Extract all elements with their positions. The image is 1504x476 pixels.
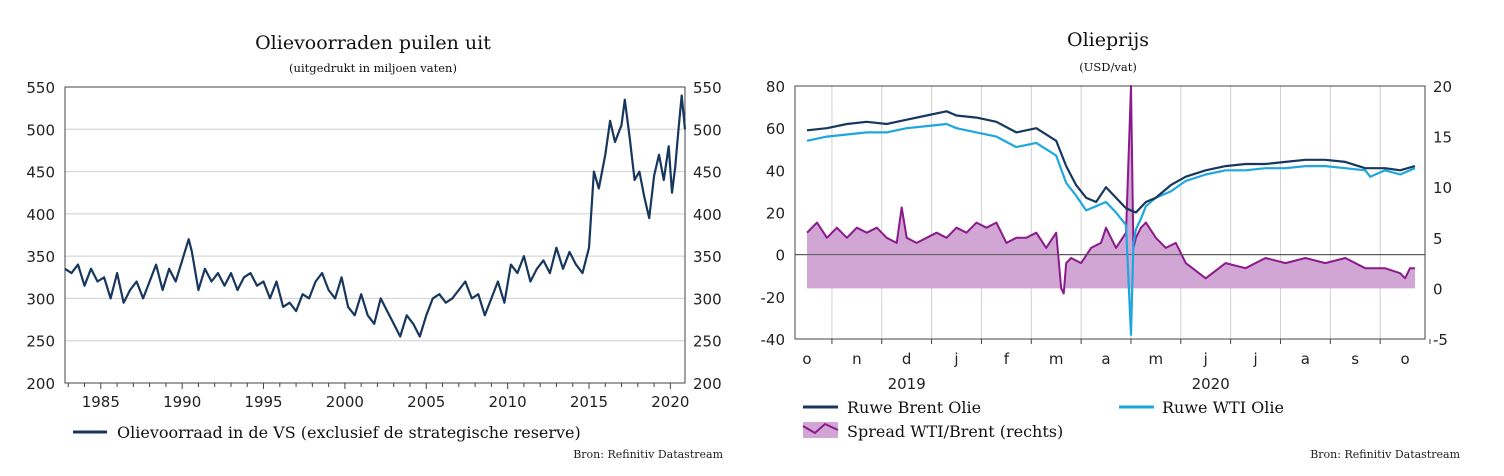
x-year-label: 2020 xyxy=(1192,375,1230,393)
x-tick-label: s xyxy=(1351,350,1359,368)
y-tick-label: 450 xyxy=(26,164,55,182)
y-tick-label-right: 550 xyxy=(693,79,722,97)
y-axis-left: -40 -20 0 20 40 60 80 xyxy=(761,78,786,349)
y-tick-label-right: 450 xyxy=(693,164,722,182)
series-lines xyxy=(64,94,687,338)
y-tick-label: -40 xyxy=(761,331,786,349)
series-line-brent xyxy=(806,110,1416,214)
source-note: Bron: Refinitiv Datastream xyxy=(1310,448,1460,461)
chart-subtitle: (uitgedrukt in miljoen vaten) xyxy=(289,61,457,75)
y-tick-label: 250 xyxy=(26,333,55,351)
y-tick-label-right: 0 xyxy=(1433,280,1443,298)
y-tick-label-right: -5 xyxy=(1433,331,1448,349)
x-tick-label: o xyxy=(802,350,811,368)
chart-title: Olievoorraden puilen uit xyxy=(255,32,491,54)
y-tick-label: 400 xyxy=(26,206,55,224)
y-tick-label: 0 xyxy=(775,247,785,265)
x-tick-label: f xyxy=(1004,350,1010,368)
series-line-spread xyxy=(806,85,1415,295)
y-tick-label-right: 300 xyxy=(693,290,722,308)
chart-title: Olieprijs xyxy=(1067,29,1149,51)
x-tick-label: 2000 xyxy=(326,393,364,411)
series-area-spread xyxy=(807,86,1415,294)
y-tick-label: 20 xyxy=(766,205,785,223)
y-axis-left: 200 250 300 350 400 450 500 550 xyxy=(26,79,55,393)
x-tick-label: m xyxy=(1149,350,1164,368)
legend: Olievoorraad in de VS (exclusief de stra… xyxy=(73,423,581,442)
y-tick-label-right: 350 xyxy=(693,248,722,266)
y-tick-label-right: 15 xyxy=(1433,129,1452,147)
y-tick-label: -20 xyxy=(761,289,786,307)
x-tick-label: a xyxy=(1101,350,1110,368)
y-tick-label: 550 xyxy=(26,79,55,97)
x-tick-label: 1985 xyxy=(82,393,120,411)
x-tick-label: j xyxy=(1203,350,1208,368)
series-line-stocks xyxy=(64,94,687,338)
y-axis-right: -5 0 5 10 15 20 xyxy=(1433,78,1452,349)
series-lines xyxy=(795,85,1425,336)
legend-label-wti: Ruwe WTI Olie xyxy=(1162,398,1284,417)
chart-oil-price: Olieprijs (USD/vat) -40 -20 0 20 40 60 80 -5 0 5… xyxy=(761,29,1461,461)
x-tick-label: a xyxy=(1301,350,1310,368)
y-tick-label-right: 5 xyxy=(1433,230,1443,248)
plot-frame xyxy=(64,86,686,384)
x-tick-label: 1990 xyxy=(163,393,201,411)
x-tick-label: o xyxy=(1400,350,1409,368)
y-tick-label-right: 400 xyxy=(693,206,722,224)
y-tick-label: 60 xyxy=(766,120,785,138)
x-tick-label: 2005 xyxy=(407,393,445,411)
series-line-wti xyxy=(806,122,1416,336)
x-tick-label: m xyxy=(1049,350,1064,368)
y-tick-label-right: 10 xyxy=(1433,179,1452,197)
legend: Ruwe Brent Olie Ruwe WTI Olie Spread WTI… xyxy=(802,398,1284,441)
y-tick-label: 200 xyxy=(26,375,55,393)
x-axis: o n d j f m a m j j a s o 2019 2020 xyxy=(802,339,1431,393)
y-tick-label: 40 xyxy=(766,162,785,180)
x-axis: 1985 1990 1995 2000 2005 2010 2015 2020 xyxy=(67,383,689,411)
x-tick-label: 1995 xyxy=(244,393,282,411)
chart-oil-stocks: Olievoorraden puilen uit (uitgedrukt in … xyxy=(26,32,723,461)
source-note: Bron: Refinitiv Datastream xyxy=(573,448,723,461)
y-tick-label-right: 500 xyxy=(693,121,722,139)
legend-label-stocks: Olievoorraad in de VS (exclusief de stra… xyxy=(117,423,581,442)
x-year-label: 2019 xyxy=(888,375,926,393)
y-tick-label-right: 200 xyxy=(693,375,722,393)
x-tick-label: n xyxy=(852,350,862,368)
legend-label-brent: Ruwe Brent Olie xyxy=(847,398,981,417)
y-tick-label: 80 xyxy=(766,78,785,96)
y-tick-label-right: 20 xyxy=(1433,78,1452,96)
x-tick-label: d xyxy=(902,350,912,368)
plot-frame xyxy=(794,85,1426,340)
gridlines xyxy=(65,128,685,342)
y-tick-label: 500 xyxy=(26,121,55,139)
legend-label-spread: Spread WTI/Brent (rechts) xyxy=(847,422,1063,441)
x-tick-label: j xyxy=(953,350,958,368)
chart-subtitle: (USD/vat) xyxy=(1079,60,1137,74)
y-tick-label: 300 xyxy=(26,290,55,308)
legend-swatch-spread-line xyxy=(802,422,839,435)
y-axis-right: 200 250 300 350 400 450 500 550 xyxy=(693,79,722,393)
x-tick-label: 2020 xyxy=(651,393,689,411)
y-tick-label: 350 xyxy=(26,248,55,266)
x-tick-label: 2010 xyxy=(489,393,527,411)
x-tick-label: 2015 xyxy=(570,393,608,411)
y-tick-label-right: 250 xyxy=(693,333,722,351)
x-tick-label: j xyxy=(1252,350,1257,368)
